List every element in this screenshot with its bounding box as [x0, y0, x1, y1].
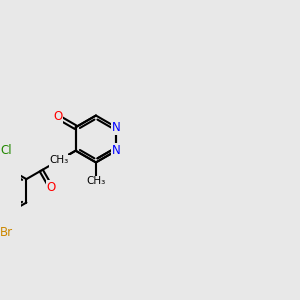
- Text: NH: NH: [50, 154, 67, 167]
- Text: N: N: [112, 121, 121, 134]
- Text: CH₃: CH₃: [86, 176, 106, 186]
- Text: Cl: Cl: [0, 144, 12, 158]
- Text: N: N: [112, 144, 121, 157]
- Text: O: O: [53, 110, 62, 123]
- Text: Br: Br: [0, 226, 13, 239]
- Text: CH₃: CH₃: [50, 155, 69, 165]
- Text: O: O: [46, 181, 56, 194]
